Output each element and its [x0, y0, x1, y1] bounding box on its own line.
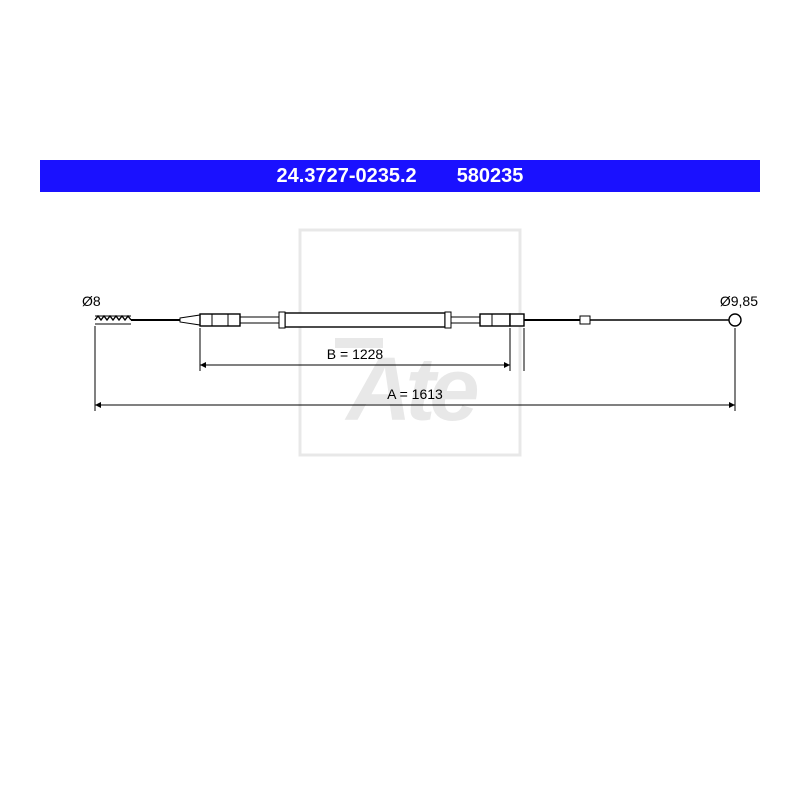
header-bar: 24.3727-0235.2 580235 — [40, 160, 760, 192]
svg-text:B = 1228: B = 1228 — [327, 346, 384, 362]
technical-drawing: AteØ8Ø9,85B = 1228A = 1613 — [40, 210, 760, 590]
svg-text:Ø8: Ø8 — [82, 293, 101, 309]
svg-text:A = 1613: A = 1613 — [387, 386, 443, 402]
part-number-2: 580235 — [457, 165, 524, 188]
svg-text:Ø9,85: Ø9,85 — [720, 293, 758, 309]
part-number-1: 24.3727-0235.2 — [277, 165, 417, 188]
diagram-area: AteØ8Ø9,85B = 1228A = 1613 — [40, 210, 760, 590]
